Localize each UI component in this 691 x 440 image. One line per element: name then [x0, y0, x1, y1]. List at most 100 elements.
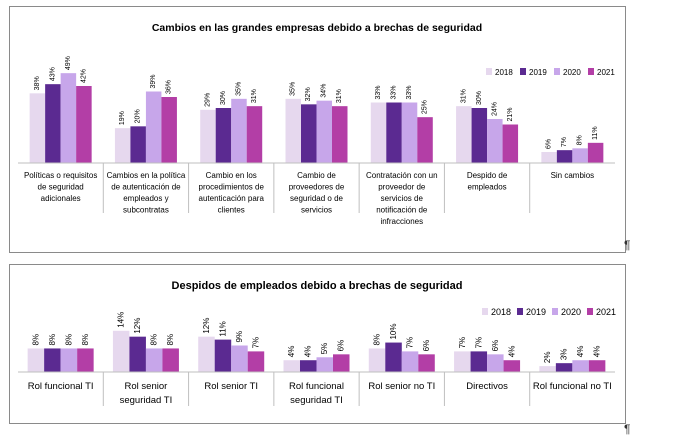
bar-2018-3 — [283, 360, 300, 372]
data-label: 8% — [373, 334, 382, 346]
category-label: servicios de — [381, 194, 424, 203]
bar-2019-0 — [45, 84, 61, 163]
data-label: 43% — [49, 67, 56, 81]
category-label: Rol funcional TI — [28, 381, 94, 392]
bar-2019-5 — [471, 108, 488, 163]
bar-2020-4 — [401, 351, 419, 372]
data-label: 32% — [305, 87, 312, 101]
category-label: proveedor de — [378, 183, 426, 192]
bar-2021-3 — [333, 354, 350, 372]
category-label: clientes — [218, 206, 245, 215]
bar-2018-6 — [539, 366, 556, 372]
chart-despidos: Despidos de empleados debido a brechas d… — [18, 280, 616, 406]
bar-2020-4 — [401, 102, 418, 163]
legend-label-2020: 2020 — [561, 307, 581, 317]
pilcrow-mark: ¶ — [624, 238, 631, 252]
data-label: 30% — [476, 91, 483, 105]
data-label: 9% — [235, 331, 244, 343]
category-label: empleados y — [123, 194, 168, 203]
bar-2019-6 — [555, 363, 573, 372]
data-label: 49% — [65, 56, 72, 70]
data-label: 34% — [321, 84, 328, 98]
category-label: proveedores de — [289, 183, 345, 192]
data-label: 33% — [391, 85, 398, 99]
bar-2018-0 — [29, 93, 46, 163]
data-label: 24% — [491, 102, 498, 116]
legend-swatch-2018 — [486, 68, 492, 75]
data-label: 7% — [406, 337, 415, 349]
category-label: de seguridad — [38, 183, 84, 192]
legend-label-2018: 2018 — [491, 307, 511, 317]
bar-2018-4 — [370, 102, 387, 163]
category-label: subcontratas — [123, 206, 169, 215]
legend-swatch-2020 — [552, 308, 558, 315]
bar-2018-0 — [27, 348, 45, 372]
bar-2021-4 — [417, 117, 433, 163]
bar-2019-2 — [215, 108, 232, 163]
bar-2019-2 — [214, 339, 232, 372]
data-label: 12% — [133, 318, 142, 334]
bar-2021-4 — [418, 354, 435, 372]
category-label: Cambio en los — [206, 171, 257, 180]
data-label: 12% — [202, 318, 211, 334]
data-label: 8% — [48, 334, 57, 346]
data-label: 7% — [474, 337, 483, 349]
bar-2020-5 — [487, 354, 504, 372]
data-label: 3% — [560, 349, 569, 361]
data-label: 14% — [117, 312, 126, 328]
category-label: autenticación para — [199, 194, 265, 203]
data-label: 2% — [543, 352, 552, 364]
data-label: 35% — [235, 82, 242, 96]
bar-2020-1 — [145, 91, 162, 163]
category-label: seguridad TI — [290, 395, 343, 406]
bar-2019-3 — [300, 360, 317, 372]
data-label: 6% — [546, 139, 553, 149]
data-label: 31% — [336, 89, 343, 103]
data-label: 8% — [166, 334, 175, 346]
category-label: Sin cambios — [551, 171, 595, 180]
category-label: seguridad TI — [120, 395, 173, 406]
category-label: Políticas o requisitos — [24, 171, 97, 180]
chart-panel-despidos: Despidos de empleados debido a brechas d… — [9, 264, 626, 424]
bar-2021-5 — [502, 124, 519, 163]
legend-swatch-2020 — [554, 68, 560, 75]
chart-title: Despidos de empleados debido a brechas d… — [172, 280, 463, 292]
data-label: 4% — [593, 346, 602, 358]
data-label: 8% — [577, 135, 584, 145]
legend-label-2019: 2019 — [529, 68, 547, 77]
chart-panel-cambios: Cambios en las grandes empresas debido a… — [9, 6, 626, 253]
bar-2021-0 — [77, 348, 94, 372]
data-label: 42% — [80, 69, 87, 83]
bar-2020-3 — [316, 357, 333, 372]
bar-2018-5 — [454, 351, 471, 372]
pilcrow-mark: ¶ — [624, 422, 631, 436]
data-label: 39% — [150, 74, 157, 88]
bar-2021-1 — [161, 97, 177, 163]
bar-2021-2 — [246, 106, 263, 163]
bar-2020-0 — [60, 73, 77, 163]
bar-2019-5 — [470, 351, 488, 372]
data-label: 31% — [460, 89, 467, 103]
bar-2018-5 — [456, 106, 472, 163]
data-label: 8% — [31, 334, 40, 346]
data-label: 35% — [290, 82, 297, 96]
legend-label-2019: 2019 — [526, 307, 546, 317]
data-label: 21% — [507, 107, 514, 121]
bar-2021-3 — [332, 106, 348, 163]
category-label: de autenticación de — [111, 183, 181, 192]
data-label: 8% — [81, 334, 90, 346]
data-label: 11% — [592, 126, 599, 140]
bar-2020-3 — [316, 100, 332, 163]
bar-2020-2 — [231, 98, 247, 163]
category-label: Contratación con un — [366, 171, 438, 180]
chart-title: Cambios en las grandes empresas debido a… — [152, 22, 482, 34]
bar-2019-0 — [44, 348, 61, 372]
data-label: 6% — [491, 340, 500, 352]
category-label: infracciones — [380, 217, 423, 226]
bar-2020-6 — [572, 148, 588, 163]
bar-2019-4 — [386, 102, 402, 163]
category-label: Rol senior — [125, 381, 168, 392]
category-label: procedimientos de — [199, 183, 265, 192]
category-label: Directivos — [466, 381, 508, 392]
category-label: Rol funcional — [289, 381, 344, 392]
